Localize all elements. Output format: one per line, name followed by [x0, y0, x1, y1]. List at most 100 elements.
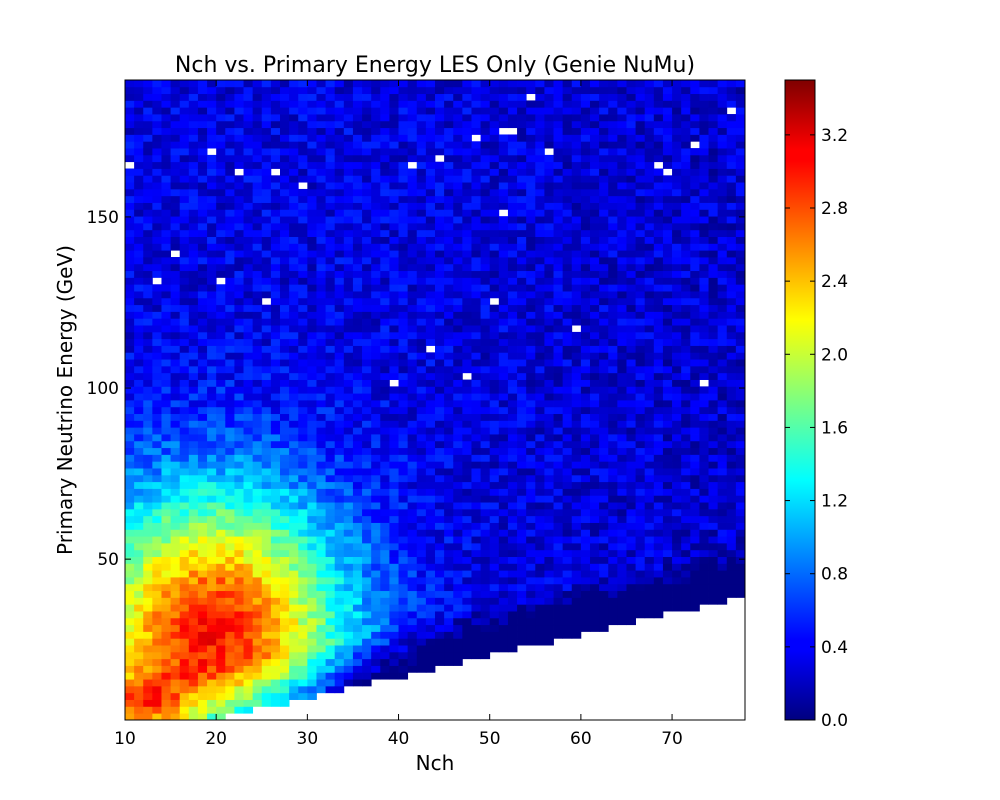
- heatmap-cell: [480, 161, 491, 169]
- heatmap-cell: [298, 461, 308, 469]
- heatmap-cell: [407, 345, 418, 353]
- heatmap-cell: [270, 624, 281, 632]
- heatmap-cell: [362, 236, 372, 244]
- heatmap-cell: [216, 393, 226, 401]
- heatmap-cell: [243, 393, 254, 401]
- heatmap-cell: [389, 549, 399, 557]
- heatmap-cell: [234, 508, 244, 517]
- heatmap-cell: [517, 570, 527, 578]
- heatmap-cell: [298, 488, 308, 496]
- heatmap-cell: [289, 325, 299, 333]
- heatmap-cell: [425, 461, 436, 469]
- heatmap-cell: [280, 148, 290, 156]
- heatmap-cell: [261, 617, 272, 626]
- heatmap-cell: [389, 291, 399, 299]
- heatmap-cell: [471, 365, 481, 374]
- heatmap-cell: [325, 420, 336, 428]
- heatmap-cell: [325, 577, 336, 585]
- heatmap-cell: [143, 93, 153, 101]
- heatmap-cell: [188, 311, 199, 319]
- heatmap-cell: [216, 692, 226, 700]
- heatmap-cell: [471, 175, 481, 183]
- heatmap-cell: [188, 481, 199, 489]
- heatmap-cell: [134, 393, 144, 401]
- heatmap-cell: [252, 515, 263, 523]
- heatmap-cell: [125, 257, 135, 265]
- heatmap-cell: [188, 488, 199, 496]
- heatmap-cell: [316, 665, 326, 673]
- heatmap-cell: [207, 440, 217, 449]
- heatmap-cell: [553, 468, 564, 476]
- heatmap-cell: [225, 127, 235, 135]
- heatmap-cell: [444, 100, 454, 108]
- heatmap-cell: [207, 114, 217, 122]
- heatmap-cell: [197, 359, 208, 367]
- heatmap-cell: [480, 222, 491, 231]
- heatmap-cell: [416, 209, 427, 217]
- heatmap-cell: [553, 617, 564, 626]
- heatmap-cell: [207, 270, 217, 278]
- heatmap-cell: [289, 638, 299, 646]
- heatmap-cell: [462, 440, 472, 449]
- heatmap-cell: [225, 645, 235, 653]
- heatmap-cell: [580, 556, 591, 564]
- heatmap-cell: [471, 590, 481, 598]
- heatmap-cell: [425, 222, 436, 231]
- heatmap-cell: [380, 291, 390, 299]
- heatmap-cell: [617, 617, 627, 626]
- heatmap-cell: [526, 597, 536, 605]
- heatmap-cell: [161, 590, 171, 598]
- heatmap-cell: [152, 127, 162, 135]
- heatmap-cell: [216, 542, 226, 551]
- heatmap-cell: [544, 583, 554, 592]
- heatmap-cell: [298, 270, 308, 278]
- heatmap-cell: [207, 699, 217, 707]
- heatmap-cell: [143, 209, 153, 217]
- heatmap-cell: [544, 263, 554, 272]
- heatmap-cell: [225, 243, 235, 251]
- heatmap-cell: [334, 617, 345, 626]
- heatmap-cell: [389, 304, 399, 312]
- heatmap-cell: [261, 468, 272, 476]
- heatmap-cell: [334, 229, 345, 237]
- heatmap-cell: [498, 134, 509, 142]
- heatmap-cell: [389, 386, 399, 394]
- heatmap-cell: [170, 488, 181, 496]
- heatmap-cell: [252, 549, 263, 557]
- heatmap-cell: [435, 257, 445, 265]
- heatmap-cell: [562, 263, 573, 272]
- heatmap-cell: [435, 617, 445, 626]
- heatmap-cell: [535, 413, 545, 421]
- heatmap-cell: [325, 188, 336, 197]
- heatmap-cell: [362, 563, 372, 571]
- heatmap-cell: [125, 202, 135, 210]
- heatmap-cell: [270, 692, 281, 700]
- heatmap-cell: [225, 406, 235, 415]
- heatmap-cell: [553, 120, 564, 129]
- heatmap-cell: [134, 563, 144, 571]
- heatmap-cell: [553, 529, 564, 537]
- heatmap-cell: [252, 672, 263, 680]
- heatmap-cell: [444, 331, 454, 340]
- heatmap-cell: [398, 352, 409, 360]
- heatmap-cell: [325, 386, 336, 394]
- heatmap-cell: [207, 222, 217, 231]
- heatmap-cell: [562, 114, 573, 122]
- heatmap-cell: [590, 345, 600, 353]
- heatmap-cell: [526, 617, 536, 626]
- heatmap-cell: [590, 481, 600, 489]
- heatmap-cell: [489, 304, 500, 312]
- heatmap-cell: [444, 236, 454, 244]
- heatmap-cell: [435, 624, 445, 632]
- heatmap-cell: [599, 318, 609, 326]
- heatmap-cell: [425, 291, 436, 299]
- heatmap-cell: [261, 638, 272, 646]
- heatmap-cell: [143, 216, 153, 224]
- heatmap-cell: [197, 617, 208, 626]
- heatmap-cell: [352, 515, 363, 523]
- heatmap-cell: [489, 474, 500, 483]
- heatmap-cell: [398, 393, 409, 401]
- heatmap-cell: [526, 127, 536, 135]
- heatmap-cell: [125, 338, 135, 346]
- heatmap-cell: [170, 148, 181, 156]
